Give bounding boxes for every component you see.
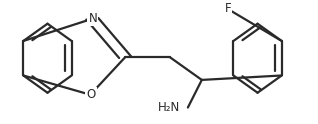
Text: F: F — [225, 2, 231, 15]
Text: H₂N: H₂N — [158, 101, 180, 114]
Text: N: N — [88, 12, 97, 25]
Text: O: O — [86, 88, 96, 101]
